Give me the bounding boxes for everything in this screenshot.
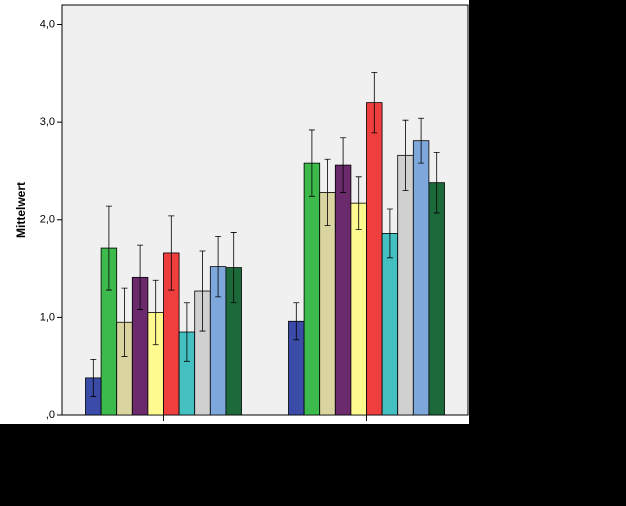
- bar: [381, 233, 399, 416]
- error-bar: [230, 232, 237, 304]
- error-bar: [137, 244, 144, 310]
- error-bar: [90, 358, 97, 397]
- error-bar: [324, 158, 331, 227]
- error-bar: [355, 176, 362, 230]
- error-bar: [340, 137, 347, 193]
- error-bar: [199, 250, 206, 332]
- bar: [412, 140, 430, 416]
- error-bar: [105, 205, 112, 291]
- y-axis-label: Mittelwert: [14, 182, 28, 238]
- error-bar: [183, 302, 190, 362]
- error-bar: [168, 215, 175, 291]
- error-bar: [433, 152, 440, 214]
- error-bar: [402, 119, 409, 191]
- error-bar: [293, 302, 300, 341]
- bar: [334, 164, 352, 416]
- error-bar: [418, 117, 425, 164]
- error-bar: [215, 235, 222, 298]
- error-bar: [152, 279, 159, 346]
- y-tick-label: 1,0: [40, 311, 55, 323]
- error-bar: [371, 71, 378, 134]
- bar: [366, 102, 383, 416]
- y-tick-label: 4,0: [40, 18, 55, 30]
- bar: [428, 182, 445, 416]
- error-bar: [308, 129, 315, 197]
- bar: [303, 162, 321, 416]
- bar: [350, 202, 367, 416]
- error-bar: [121, 287, 128, 357]
- error-bar: [386, 208, 393, 259]
- y-tick-label: 3,0: [40, 116, 55, 128]
- y-tick-label: 2,0: [40, 214, 55, 226]
- y-tick-label: ,0: [46, 409, 55, 421]
- bar: [397, 154, 414, 416]
